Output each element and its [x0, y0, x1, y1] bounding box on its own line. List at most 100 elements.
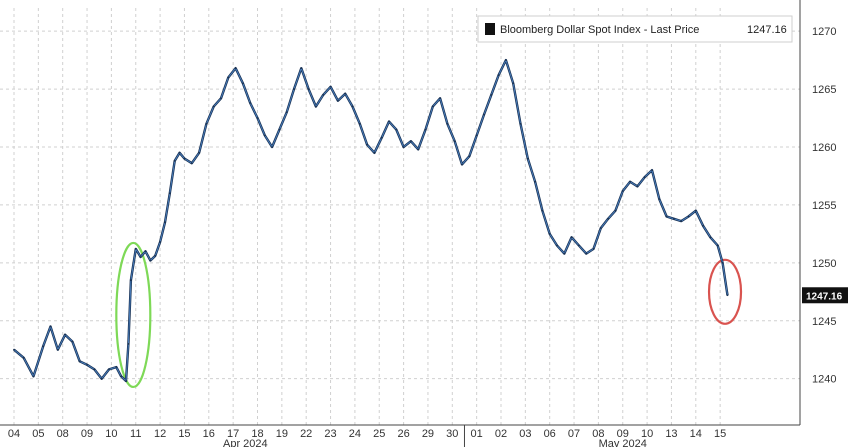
data-point	[178, 151, 181, 154]
data-point	[578, 244, 580, 247]
data-point	[64, 333, 67, 336]
data-point	[322, 93, 325, 96]
data-point	[614, 209, 617, 212]
data-point	[716, 244, 719, 247]
series-line-highlight	[13, 59, 728, 382]
annotation-ellipse	[115, 241, 152, 389]
data-point	[526, 157, 529, 160]
legend-series-name: Bloomberg Dollar Spot Index - Last Price	[500, 24, 699, 36]
data-point	[220, 97, 222, 100]
x-tick-label: 15	[714, 428, 726, 440]
data-point	[687, 215, 690, 218]
data-point	[694, 209, 697, 212]
x-tick-label: 07	[568, 428, 580, 440]
data-point	[125, 380, 127, 382]
x-tick-label: 29	[422, 428, 434, 440]
data-point	[636, 185, 639, 188]
data-point	[599, 227, 602, 229]
data-point	[100, 377, 103, 380]
data-point	[271, 146, 274, 148]
data-point	[607, 217, 610, 220]
x-tick-label: 24	[349, 428, 361, 440]
data-point	[570, 236, 573, 239]
data-point	[56, 348, 59, 351]
data-point	[424, 128, 427, 131]
x-tick-label: 11	[130, 428, 141, 440]
x-tick-label: 02	[495, 428, 507, 440]
x-tick-label: 06	[544, 428, 556, 440]
data-point	[556, 244, 558, 247]
data-point	[726, 294, 729, 297]
data-point	[439, 97, 442, 100]
month-label: May 2024	[599, 438, 647, 447]
series-line	[13, 58, 729, 383]
data-point	[417, 148, 420, 151]
x-tick-label: 09	[81, 428, 93, 440]
x-tick-label: 09	[617, 428, 629, 440]
data-point	[278, 128, 281, 131]
data-point	[300, 67, 303, 70]
month-label: Apr 2024	[223, 438, 268, 447]
data-point	[468, 155, 471, 158]
x-tick-label: 17	[227, 428, 239, 440]
data-point	[483, 113, 485, 116]
data-point	[702, 224, 705, 227]
annotation-ellipse	[707, 258, 743, 325]
data-point	[621, 190, 624, 192]
legend-swatch	[485, 23, 495, 35]
x-tick-label: 14	[690, 428, 702, 440]
x-tick-label: 16	[203, 428, 215, 440]
x-tick-label: 19	[276, 428, 288, 440]
data-point	[127, 343, 130, 345]
data-point	[380, 136, 383, 139]
data-point	[541, 209, 544, 212]
x-tick-label: 05	[32, 428, 44, 440]
data-point	[134, 248, 137, 250]
x-tick-label: 10	[641, 428, 653, 440]
legend-box	[477, 15, 793, 43]
data-point	[86, 363, 88, 366]
data-point	[285, 111, 288, 114]
data-point	[329, 85, 332, 88]
x-tick-label: 01	[471, 428, 483, 440]
data-point	[144, 250, 147, 253]
data-point	[709, 236, 712, 239]
data-point	[241, 82, 244, 85]
data-point	[446, 122, 449, 125]
data-point	[351, 105, 354, 108]
data-point	[651, 169, 653, 172]
data-point	[534, 180, 536, 183]
data-point	[190, 162, 193, 165]
x-tick-label: 13	[665, 428, 677, 440]
x-tick-label: 26	[397, 428, 409, 440]
data-point	[402, 146, 405, 148]
data-point	[358, 122, 361, 125]
data-point	[431, 105, 434, 108]
x-tick-label: 18	[251, 428, 263, 440]
data-point	[504, 59, 507, 62]
data-point	[563, 252, 566, 255]
x-tick-label: 23	[324, 428, 336, 440]
data-point	[108, 368, 110, 371]
y-tick-label: 1270	[812, 26, 836, 38]
data-point	[293, 88, 295, 90]
data-point	[164, 221, 166, 224]
y-tick-label: 1245	[812, 316, 836, 328]
x-tick-label: 30	[446, 428, 458, 440]
data-point	[548, 232, 551, 235]
x-tick-label: 03	[519, 428, 531, 440]
y-tick-label: 1255	[812, 200, 836, 212]
data-point	[168, 192, 171, 195]
data-point	[32, 375, 35, 378]
x-tick-label: 08	[592, 428, 604, 440]
x-tick-label: 15	[178, 428, 190, 440]
data-point	[212, 105, 215, 108]
data-point	[665, 215, 668, 218]
data-point	[42, 345, 45, 348]
data-point	[395, 128, 398, 131]
data-point	[721, 261, 724, 264]
data-point	[263, 134, 266, 137]
data-point	[307, 88, 310, 90]
data-point	[120, 375, 123, 378]
